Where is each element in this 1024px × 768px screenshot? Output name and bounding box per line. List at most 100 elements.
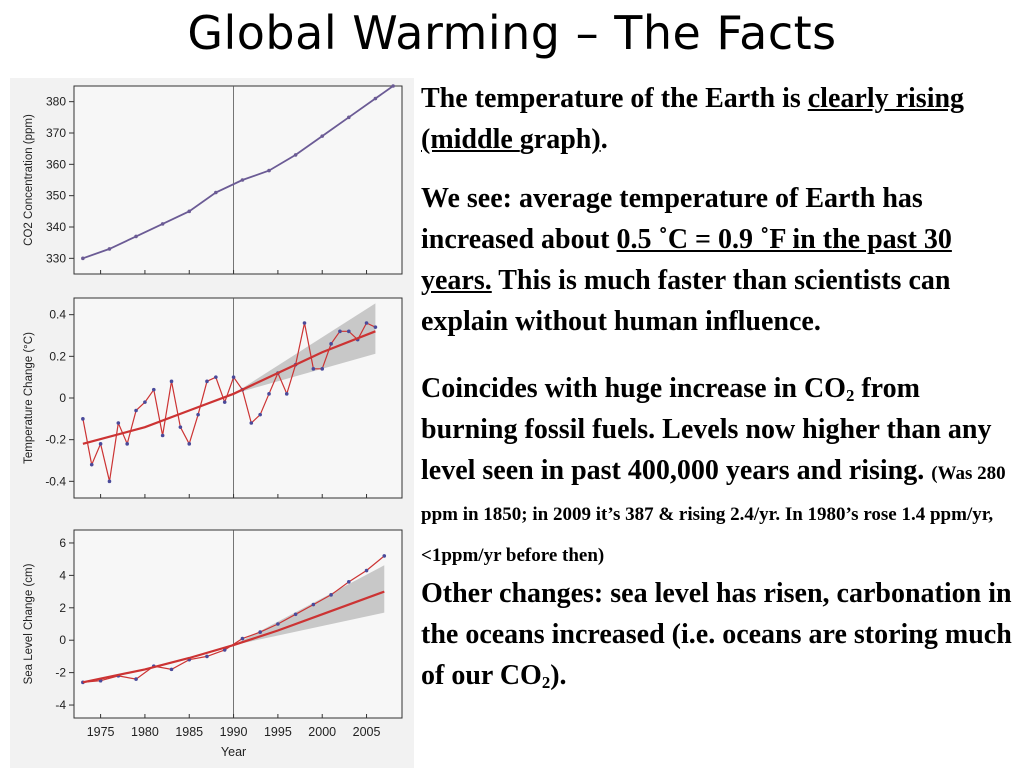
chart-svg: 330 340 350 360 370 380 CO2 Concentration (ppm… [23, 84, 403, 759]
co2-point [107, 247, 112, 251]
sea-level-point [311, 602, 316, 607]
sea-level-point [240, 636, 245, 641]
temperature-ytick-label: -0.4 [45, 474, 66, 488]
paragraph-1: The temperature of the Earth is clearly … [421, 78, 1021, 160]
co2-point [293, 153, 298, 157]
xtick-label: 2000 [308, 725, 336, 739]
p1-underlined: clearly rising (middle [421, 83, 965, 155]
co2-ytick-label: 360 [46, 157, 66, 171]
temperature-point [160, 433, 165, 438]
p1-text-b: graph [519, 124, 592, 155]
xtick-label: 1995 [264, 725, 292, 739]
temperature-point [169, 379, 174, 384]
p4-text-b: ). [550, 660, 567, 691]
sea-level-point [258, 630, 262, 634]
co2-point [81, 256, 85, 261]
co2-point [320, 134, 325, 138]
co2-point [373, 96, 378, 101]
temperature-series-1 [82, 330, 376, 445]
temperature-point [214, 375, 218, 379]
sea-level-series-1 [82, 590, 385, 684]
temperature-point [89, 462, 94, 467]
co2-point [214, 190, 218, 195]
temperature-point [98, 442, 103, 446]
xaxis-label: Year [221, 745, 246, 759]
temperature-ytick-label: 0.4 [49, 308, 66, 322]
temperature-point [364, 321, 369, 325]
xtick-label: 1985 [175, 725, 203, 739]
sea-level-panel: -4 -2 0 2 4 6 Sea Level Change (cm) [23, 529, 403, 719]
temperature-point [178, 425, 183, 429]
temperature-series-0 [82, 322, 376, 482]
paragraph-2: We see: average temperature of Earth has… [421, 178, 1021, 342]
p3-text-b: from burning fossil fuels. Levels now hi… [421, 373, 992, 486]
temperature-point [284, 392, 289, 396]
co2-ytick-label: 330 [46, 251, 66, 265]
co2-ytick-label: 350 [46, 189, 66, 203]
sea-level-ytick-label: 4 [59, 568, 66, 582]
temperature-point [205, 379, 209, 384]
sea-level-frame [73, 529, 403, 719]
temperature-point [187, 442, 192, 446]
co2-point [134, 234, 138, 239]
p2-underlined: 0.5 ˚C = 0.9 ˚F in the past 30 years. [421, 224, 952, 296]
p1-period: . [600, 124, 608, 155]
slide-title: Global Warming – The Facts [187, 6, 837, 60]
temperature-point [338, 329, 342, 334]
temperature-projection-band [233, 303, 376, 394]
co2-point [160, 222, 165, 226]
co2-ytick-label: 380 [46, 95, 66, 109]
sea-level-ylabel: Sea Level Change (cm) [23, 563, 35, 684]
p1-text-a: The temperature of the Earth is [421, 83, 808, 114]
temperature-point [196, 412, 200, 417]
climate-figure: 330 340 350 360 370 380 CO2 Concentration (ppm… [10, 78, 414, 768]
xtick-label: 1975 [87, 725, 115, 739]
temperature-point [107, 479, 112, 484]
sea-level-point [205, 654, 209, 659]
sea-level-point [293, 612, 298, 617]
temperature-ytick-label: 0 [59, 391, 66, 405]
temperature-ytick-label: 0.2 [49, 349, 66, 363]
sea-level-point [382, 554, 387, 558]
co2-point [391, 84, 395, 88]
sea-level-point [329, 593, 333, 597]
temperature-point [222, 400, 227, 404]
p3-small-note: (Was 280 ppm in 1850; in 2009 it’s 387 &… [421, 463, 1006, 566]
p4-subscript: 2 [541, 673, 551, 692]
sea-level-point [364, 568, 369, 573]
temperature-ylabel: Temperature Change (°C) [23, 332, 35, 464]
temperature-point [151, 387, 156, 392]
p1-paren: ) [591, 124, 601, 155]
temperature-point [373, 325, 378, 329]
co2-point [347, 115, 351, 120]
temperature-point [143, 400, 147, 404]
sea-level-point [134, 677, 138, 681]
p3-subscript: 2 [845, 386, 855, 405]
p3-text-a: Coincides with huge increase in CO [421, 373, 846, 404]
co2-ytick-label: 370 [46, 126, 66, 140]
temperature-point [134, 408, 138, 413]
sea-level-point [276, 622, 280, 626]
sea-level-ytick-label: 0 [59, 633, 66, 647]
temperature-ytick-label: -0.2 [45, 433, 66, 447]
p4-text-a: Other changes: sea level has risen, carb… [421, 578, 1012, 691]
temperature-point [311, 367, 316, 371]
temperature-point [302, 321, 307, 325]
p2-text-b: This is much faster than scientists can … [421, 265, 951, 337]
temperature-panel: -0.4 -0.2 0 0.2 0.4 Temperature Change (°C) [23, 297, 403, 499]
co2-ylabel: CO2 Concentration (ppm) [23, 114, 35, 246]
p2-text-a: We see: average temperature of Earth has… [421, 183, 923, 255]
temperature-point [231, 375, 236, 379]
co2-point [240, 178, 245, 182]
temperature-point [267, 392, 271, 396]
paragraph-3: Coincides with huge increase in CO2 from… [421, 368, 1021, 573]
temperature-point [347, 329, 351, 334]
sea-level-point [347, 580, 351, 584]
xtick-label: 1990 [220, 725, 248, 739]
sea-level-projection-band [233, 565, 385, 646]
paragraph-4: Other changes: sea level has risen, carb… [421, 573, 1021, 696]
temperature-point [81, 417, 85, 421]
temperature-point [320, 367, 325, 371]
temperature-point [249, 421, 254, 425]
sea-level-point [169, 667, 174, 672]
